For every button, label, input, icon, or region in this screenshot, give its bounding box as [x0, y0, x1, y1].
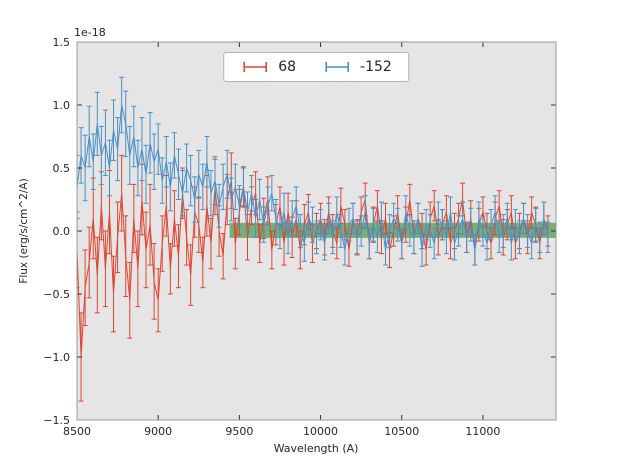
y-tick-label: 1.5 [53, 36, 71, 49]
errorbar-key-icon [325, 62, 349, 72]
x-axis-label: Wavelength (A) [273, 442, 359, 455]
series-line-68 [77, 180, 549, 358]
x-tick-label: 11000 [465, 425, 500, 438]
x-tick-label: 9500 [225, 425, 253, 438]
y-tick-label: −1.5 [43, 414, 70, 427]
y-tick-label: 0.0 [53, 225, 71, 238]
y-axis-offset-label: 1e-18 [74, 26, 106, 39]
y-tick-label: −1.0 [43, 351, 70, 364]
legend-entry-68: 68 [240, 58, 296, 76]
axes-frame [76, 41, 557, 421]
series--152 [77, 76, 551, 267]
y-tick-label: 1.0 [53, 99, 71, 112]
y-axis-label: Flux (erg/s/cm^2/A) [18, 178, 30, 284]
x-tick-label: 10500 [384, 425, 419, 438]
legend: 68 -152 [223, 52, 409, 82]
y-tick-label: 0.5 [53, 162, 71, 175]
y-tick-label: −0.5 [43, 288, 70, 301]
legend-label-neg152: -152 [360, 59, 392, 75]
legend-label-68: 68 [278, 59, 297, 75]
x-tick-label: 8500 [63, 425, 91, 438]
errorbar-key-icon [243, 62, 267, 72]
x-tick-label: 9000 [144, 425, 172, 438]
x-tick-label: 10000 [303, 425, 338, 438]
series-line--152 [77, 104, 549, 251]
legend-entry-neg152: -152 [322, 58, 392, 76]
